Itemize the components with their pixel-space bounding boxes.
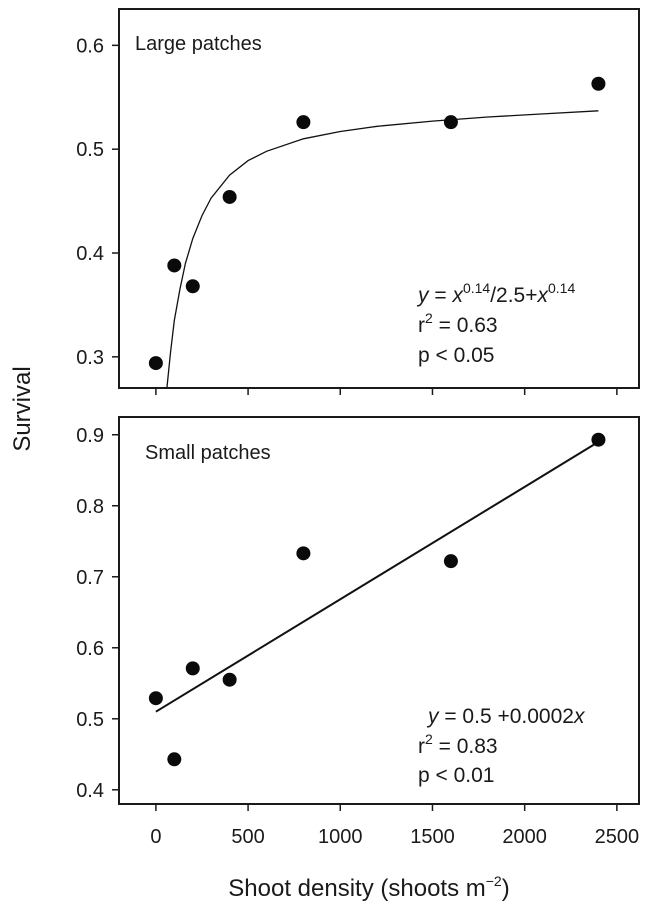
r-squared-exponent: 2 [425,310,433,326]
x-axis-title: Shoot density (shoots m−2) [228,873,509,902]
panel-title: Small patches [145,442,271,464]
x-axis-title-exponent: −2 [486,873,502,889]
panel-frame [118,8,640,389]
r-squared-value: = 0.83 [433,735,498,758]
fit-annotation: y = x0.14/2.5+x0.14 r2 = 0.63 p < 0.05 [416,280,575,367]
data-point [443,554,458,569]
x-tick-label: 500 [231,826,264,848]
data-point [185,279,200,294]
data-points [148,432,606,767]
data-point [148,691,163,706]
y-tick-label: 0.5 [76,709,104,731]
fit-curve [166,110,599,389]
equation-x2: x [536,284,549,307]
data-point [185,661,200,676]
y-tick-label: 0.6 [76,35,104,57]
equation-part1: = 0.5 +0.0002 [439,705,574,728]
p-value-text: p < 0.01 [418,764,494,787]
r-squared-value: = 0.63 [433,314,498,337]
y-tick-label: 0.4 [76,243,104,265]
x-axis-title-close: ) [502,875,510,902]
data-point [222,189,237,204]
r-squared-text: r2 = 0.63 [418,310,498,337]
data-points [148,76,606,371]
r-squared-prefix: r [418,735,425,758]
equation-exp1: 0.14 [463,280,490,296]
y-tick-label: 0.8 [76,496,104,518]
x-tick-label: 1000 [318,826,363,848]
r-squared-exponent: 2 [425,731,433,747]
data-point [167,258,182,273]
y-ticks: 0.4 0.5 0.6 0.7 0.8 0.9 [76,425,119,802]
equation-part1: = [429,284,453,307]
panel-small-patches: 0.40.50.60.70.80.9 0 500 1000 1500 2000 2500 … [76,416,640,848]
equation-y: y [416,284,430,307]
data-point [167,752,182,767]
y-tick-label: 0.7 [76,567,104,589]
y-tick-label: 0.3 [76,347,104,369]
data-point [148,356,163,371]
data-point [296,115,311,130]
data-point [591,432,606,447]
y-tick-label: 0.6 [76,638,104,660]
data-point [222,672,237,687]
x-axis-title-main: Shoot density (shoots m [228,875,485,902]
panel-title: Large patches [135,33,262,55]
x-tick-label: 0 [150,826,161,848]
fit-line-group [155,441,599,713]
data-point [591,76,606,91]
data-point [296,546,311,561]
r-squared-prefix: r [418,314,425,337]
equation-exp2: 0.14 [548,280,575,296]
y-tick-label: 0.5 [76,139,104,161]
fit-curve-group [166,110,599,389]
equation-part2: /2.5+ [490,284,537,307]
data-point [443,115,458,130]
panel-large-patches: 0.30.40.50.6 Large patches y = x0.14/2.5… [76,8,640,395]
p-value-text: p < 0.05 [418,344,494,367]
x-ticks: 0 500 1000 1500 2000 2500 [150,804,639,848]
panel-frame [118,416,640,805]
r-squared-text: r2 = 0.83 [418,731,498,758]
fit-annotation: y = 0.5 +0.0002x r2 = 0.83 p < 0.01 [418,705,586,787]
equation-text: y = 0.5 +0.0002x [426,705,586,728]
y-tick-label: 0.4 [76,780,104,802]
equation-text: y = x0.14/2.5+x0.14 [416,280,575,307]
x-tick-label: 2000 [502,826,547,848]
x-tick-label: 2500 [595,826,640,848]
y-axis-title: Survival [9,366,36,451]
equation-x1: x [451,284,464,307]
fit-line [155,441,599,713]
x-tick-label: 1500 [410,826,455,848]
equation-x: x [573,705,586,728]
y-tick-label: 0.9 [76,425,104,447]
y-ticks: 0.3 0.4 0.5 0.6 [76,35,618,395]
equation-y: y [426,705,440,728]
